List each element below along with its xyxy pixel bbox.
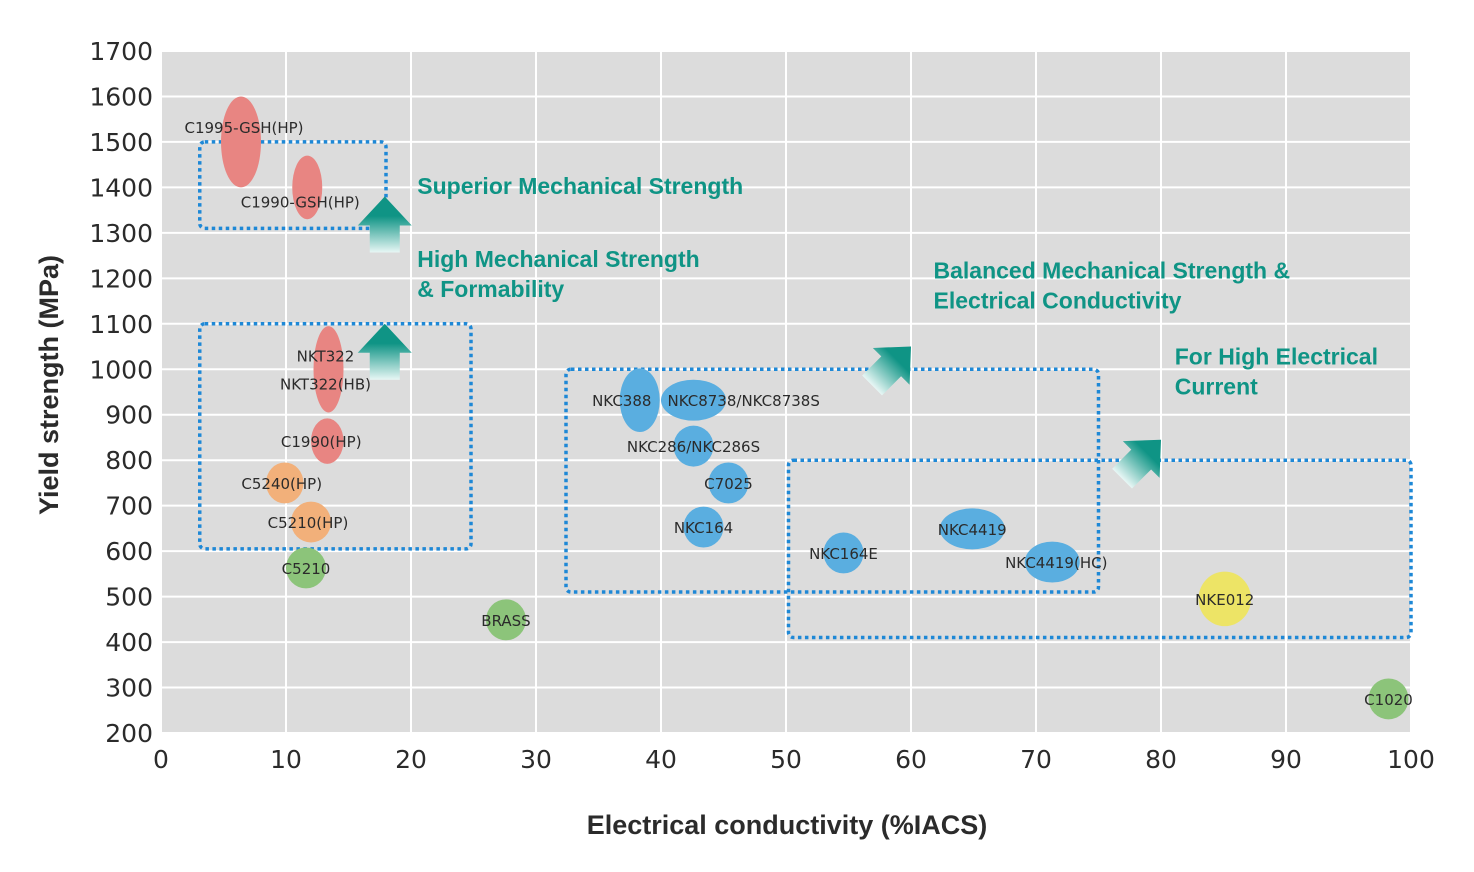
arrows [357, 196, 1161, 489]
x-tick-label: 60 [895, 745, 927, 774]
x-tick-label: 30 [520, 745, 552, 774]
point-c5210-hp- [291, 501, 331, 543]
point-nkc4419-hc- [1024, 541, 1080, 583]
y-tick-label: 1600 [89, 82, 153, 111]
x-tick-label: 90 [1270, 745, 1302, 774]
point-label: C1990-GSH(HP) [241, 193, 360, 211]
point-c1995-gsh-hp- [221, 96, 261, 188]
y-tick-label: 1100 [89, 310, 153, 339]
point-label: NKC388 [592, 392, 651, 410]
point-label: NKC286/NKC286S [627, 438, 760, 456]
x-tick-label: 80 [1145, 745, 1177, 774]
point-nkc164e [823, 532, 864, 574]
y-tick-label: 1400 [89, 173, 153, 202]
x-tick-label: 50 [770, 745, 802, 774]
point-c5240-hp- [266, 462, 304, 504]
arrow-shape [862, 346, 911, 396]
point-nkc388 [619, 368, 660, 433]
annotations: Superior Mechanical Strength High Mechani… [417, 173, 1378, 400]
region-box-high-mech [198, 322, 473, 551]
y-tick-label: 1500 [89, 128, 153, 157]
point-label: C5240(HP) [241, 475, 322, 493]
point-labels: C1995-GSH(HP) C1990-GSH(HP) NKT322 NKT322(H… [184, 119, 1412, 709]
y-tick-label: 600 [105, 537, 153, 566]
y-tick-label: 300 [105, 674, 153, 703]
x-axis-title: Electrical conductivity (%IACS) [587, 810, 988, 840]
point-label: NKT322(HB) [280, 375, 371, 393]
annotation-balanced: Electrical Conductivity [934, 287, 1182, 313]
point-label: C1020 [1364, 691, 1413, 709]
point-label: NKC164 [674, 519, 733, 537]
y-tick-labels: 200 300 400 500 600 700 800 900 1000 1100 1200 1300… [89, 37, 153, 748]
y-tick-label: 1000 [89, 355, 153, 384]
x-tick-label: 0 [153, 745, 169, 774]
region-box-superior [198, 140, 388, 231]
point-nkc286-nkc286s [673, 425, 714, 467]
arrow-up-right-icon [1112, 439, 1161, 489]
point-label: NKC164E [809, 545, 878, 563]
regions [198, 140, 1413, 640]
point-c7025 [708, 462, 749, 504]
arrow-up-icon [357, 323, 412, 380]
point-nkt322 [313, 326, 344, 413]
y-axis-title: Yield strength (MPa) [34, 255, 64, 515]
y-tick-label: 200 [105, 719, 153, 748]
point-label: C5210 [282, 560, 331, 578]
point-nke012 [1198, 571, 1251, 627]
y-tick-label: 1300 [89, 219, 153, 248]
arrow-shape [1112, 439, 1161, 489]
x-tick-label: 40 [645, 745, 677, 774]
annotation-high-mech: High Mechanical Strength [417, 246, 699, 272]
region-box-high-current [786, 458, 1413, 640]
y-tick-label: 400 [105, 628, 153, 657]
annotation-balanced: Balanced Mechanical Strength & [934, 257, 1291, 283]
point-label: NKC8738/NKC8738S [668, 392, 820, 410]
point-label: NKC4419(HC) [1005, 554, 1107, 572]
x-tick-label: 100 [1387, 745, 1435, 774]
point-label: C1990(HP) [281, 433, 362, 451]
arrow-up-icon [357, 196, 412, 253]
y-tick-label: 700 [105, 492, 153, 521]
point-nkc4419 [939, 508, 1005, 550]
x-tick-labels: 0 10 20 30 40 50 60 70 80 90 100 [153, 745, 1435, 774]
region-box-balanced [564, 367, 1101, 594]
annotation-high-current: Current [1175, 374, 1258, 400]
y-tick-label: 1700 [89, 37, 153, 66]
grid [160, 50, 1412, 734]
point-label: NKC4419 [938, 521, 1007, 539]
points [221, 96, 1409, 720]
x-tick-label: 10 [270, 745, 302, 774]
y-tick-label: 500 [105, 583, 153, 612]
point-c1990-gsh-hp- [292, 155, 323, 220]
point-c5210 [286, 547, 326, 589]
point-nkc164 [683, 506, 724, 548]
x-tick-label: 20 [395, 745, 427, 774]
annotation-superior: Superior Mechanical Strength [417, 173, 743, 199]
point-nkc8738-nkc8738s [661, 379, 726, 421]
point-brass [486, 599, 526, 641]
y-tick-label: 1200 [89, 264, 153, 293]
point-label: NKE012 [1195, 591, 1254, 609]
point-c1990-hp- [311, 418, 344, 464]
y-tick-label: 900 [105, 401, 153, 430]
point-label: C7025 [704, 475, 753, 493]
point-label: C5210(HP) [268, 514, 349, 532]
annotation-high-mech: & Formability [417, 276, 564, 302]
point-c1020 [1368, 678, 1409, 720]
point-label: BRASS [481, 612, 530, 630]
annotation-high-current: For High Electrical [1175, 344, 1378, 370]
arrow-up-right-icon [862, 346, 911, 396]
y-tick-label: 800 [105, 446, 153, 475]
x-tick-label: 70 [1020, 745, 1052, 774]
point-label: C1995-GSH(HP) [184, 119, 303, 137]
point-label: NKT322 [297, 347, 355, 365]
